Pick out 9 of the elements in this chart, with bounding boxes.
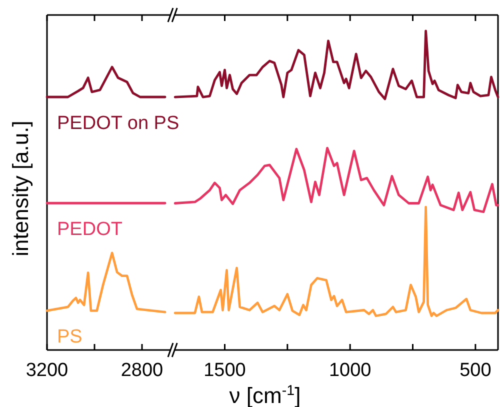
x-tick-label: 500 [460, 360, 492, 381]
series-label: PEDOT [57, 219, 123, 240]
x-tick-label: 1000 [328, 360, 372, 381]
x-tick-label: 2800 [120, 360, 164, 381]
x-tick-label: 1500 [204, 360, 246, 381]
x-tick-label: 3200 [26, 360, 68, 381]
y-axis-title: intensity [a.u.] [8, 120, 33, 256]
series-label: PEDOT on PS [57, 113, 180, 134]
series-label: PS [57, 326, 82, 348]
